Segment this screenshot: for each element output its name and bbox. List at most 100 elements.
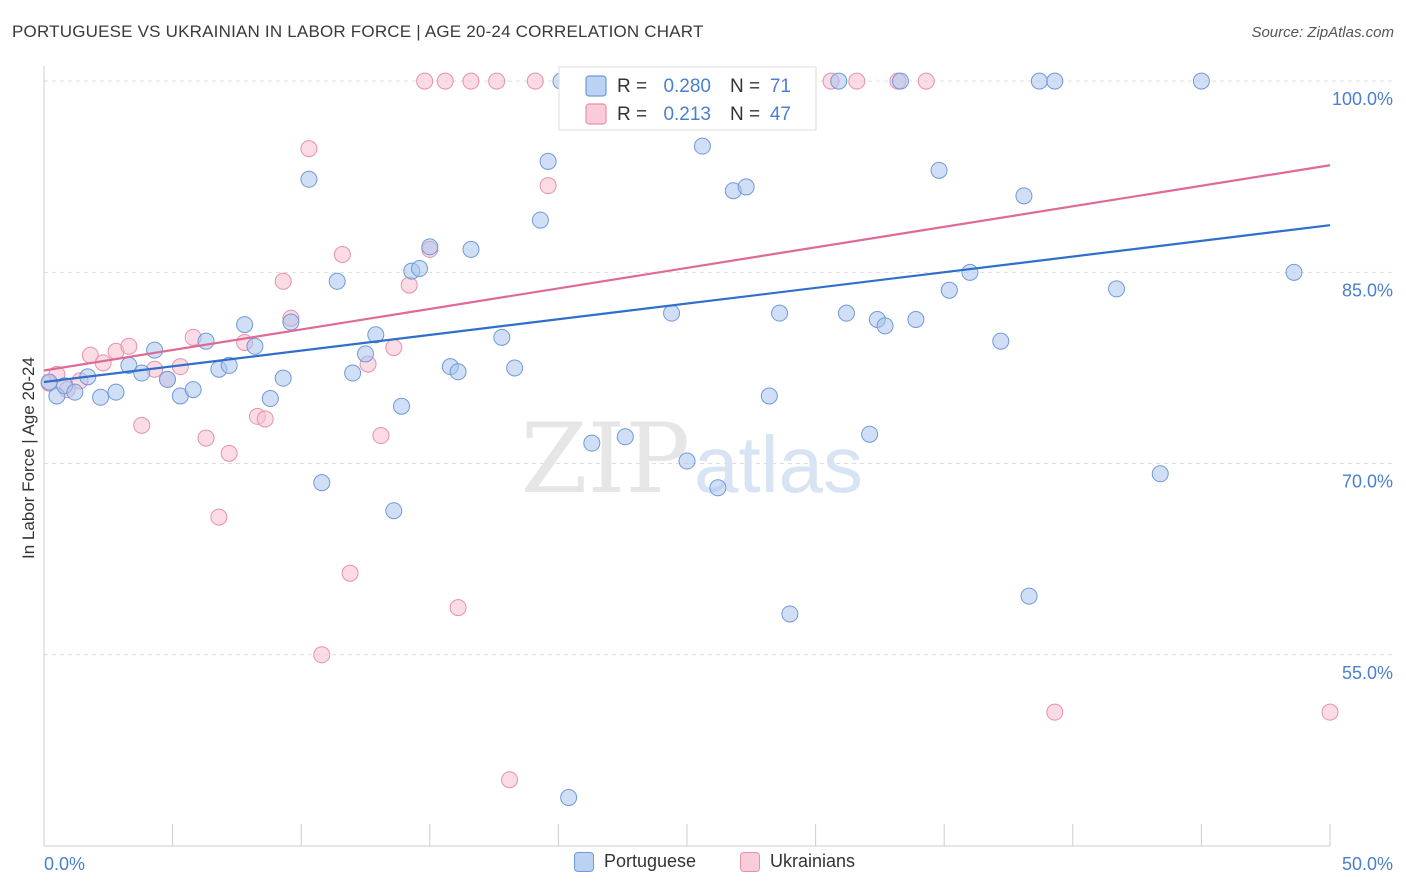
- portuguese-point-41: [583, 434, 601, 452]
- ukrainians-point-42: [848, 72, 866, 90]
- portuguese-point-68: [1151, 465, 1169, 483]
- correlation-legend: R = 0.280 N = 71 R = 0.213 N = 47: [558, 66, 817, 131]
- portuguese-point-27: [385, 502, 403, 520]
- portuguese-point-44: [678, 452, 696, 470]
- portuguese-point-15: [220, 356, 238, 374]
- ukrainians-point-13: [197, 429, 215, 447]
- portuguese-point-30: [411, 260, 429, 278]
- portuguese-point-62: [992, 332, 1010, 350]
- ukrainians-point-29: [416, 72, 434, 90]
- portuguese-point-18: [261, 390, 279, 408]
- legend-item-ukrainians[interactable]: Ukrainians: [740, 851, 855, 872]
- legend-label-portuguese: Portuguese: [604, 851, 697, 871]
- portuguese-point-26: [367, 326, 385, 344]
- ukrainians-point-31: [436, 72, 454, 90]
- legend-label-ukrainians: Ukrainians: [770, 851, 856, 871]
- ukrainians-swatch: [740, 851, 760, 872]
- legend-r-label-0: R =: [617, 76, 647, 97]
- ukrainians-point-15: [220, 444, 238, 462]
- portuguese-point-59: [930, 161, 948, 179]
- legend-swatch-1: [585, 103, 607, 125]
- portuguese-point-36: [506, 359, 524, 377]
- ukrainians-point-24: [341, 564, 359, 582]
- portuguese-point-22: [313, 474, 331, 492]
- y-tick-label-3: 55.0%: [1342, 663, 1393, 683]
- legend-n-value-1: 47: [770, 104, 791, 125]
- ukrainians-point-37: [539, 177, 557, 195]
- legend-n-label-0: N =: [730, 76, 760, 97]
- ukrainians-point-26: [372, 427, 390, 445]
- bottom-legend: Portuguese Ukrainians: [0, 851, 1406, 877]
- portuguese-point-3: [66, 383, 84, 401]
- legend-swatch-0: [585, 75, 607, 97]
- ukrainians-point-19: [274, 272, 292, 290]
- x-tick-label-0: 0.0%: [44, 854, 85, 874]
- portuguese-point-33: [449, 363, 467, 381]
- portuguese-point-28: [393, 397, 411, 415]
- ukrainians-point-44: [917, 72, 935, 90]
- portuguese-point-61: [961, 263, 979, 281]
- portuguese-point-51: [781, 605, 799, 623]
- portuguese-point-5: [92, 388, 110, 406]
- tick-labels: 100.0% 85.0% 70.0% 55.0% 0.0% 50.0%: [44, 89, 1393, 874]
- ukrainians-point-33: [462, 72, 480, 90]
- portuguese-point-56: [876, 317, 894, 335]
- portuguese-point-66: [1046, 72, 1064, 90]
- ukrainians-point-14: [210, 508, 228, 526]
- ukrainians-point-18: [256, 410, 274, 428]
- portuguese-point-65: [1030, 72, 1048, 90]
- legend-n-value-0: 71: [770, 76, 791, 97]
- portuguese-point-53: [837, 304, 855, 322]
- y-tick-label-0: 100.0%: [1332, 89, 1393, 109]
- legend-r-value-1: 0.213: [663, 104, 711, 125]
- portuguese-point-52: [830, 72, 848, 90]
- portuguese-point-21: [300, 170, 318, 188]
- portuguese-point-19: [274, 369, 292, 387]
- ukrainians-point-46: [1321, 703, 1339, 721]
- portuguese-point-60: [940, 281, 958, 299]
- portuguese-point-42: [616, 428, 634, 446]
- watermark-zip: ZIP: [521, 403, 690, 515]
- chart-title: PORTUGUESE VS UKRAINIAN IN LABOR FORCE |…: [12, 22, 704, 41]
- portuguese-point-64: [1020, 587, 1038, 605]
- ukrainians-point-34: [488, 72, 506, 90]
- portuguese-point-16: [236, 316, 254, 334]
- portuguese-point-23: [328, 272, 346, 290]
- y-axis-label: In Labor Force | Age 20-24: [19, 357, 38, 559]
- y-axis-label-group: In Labor Force | Age 20-24: [19, 357, 38, 559]
- portuguese-swatch: [574, 851, 594, 872]
- x-tick-label-1: 50.0%: [1342, 854, 1393, 874]
- portuguese-point-48: [737, 178, 755, 196]
- legend-item-portuguese[interactable]: Portuguese: [574, 851, 696, 872]
- legend-n-label-1: N =: [730, 104, 760, 125]
- axes: [43, 66, 1331, 847]
- portuguese-point-49: [760, 387, 778, 405]
- ukrainians-point-23: [333, 245, 351, 263]
- ukrainians-point-36: [526, 72, 544, 90]
- ukrainians-trend-line: [43, 164, 1331, 372]
- ukrainians-point-32: [449, 599, 467, 617]
- grid-lines: [44, 80, 1392, 656]
- portuguese-point-34: [462, 240, 480, 258]
- source-label: Source: ZipAtlas.com: [1251, 24, 1394, 41]
- portuguese-point-35: [493, 328, 511, 346]
- legend-r-value-0: 0.280: [663, 76, 711, 97]
- portuguese-point-20: [282, 313, 300, 331]
- portuguese-point-37: [531, 211, 549, 229]
- portuguese-point-25: [357, 345, 374, 363]
- legend-r-label-1: R =: [617, 104, 647, 125]
- y-tick-label-1: 85.0%: [1342, 280, 1393, 300]
- ukrainians-point-45: [1046, 703, 1064, 721]
- portuguese-point-58: [907, 311, 925, 329]
- portuguese-point-9: [146, 341, 164, 359]
- portuguese-point-63: [1015, 187, 1033, 205]
- portuguese-point-54: [861, 425, 879, 443]
- portuguese-point-13: [197, 332, 215, 350]
- portuguese-point-43: [663, 304, 681, 322]
- y-tick-label-2: 70.0%: [1342, 472, 1393, 492]
- portuguese-point-50: [771, 304, 789, 322]
- portuguese-point-10: [158, 370, 176, 388]
- portuguese-point-24: [344, 364, 362, 382]
- ukrainians-point-35: [501, 771, 519, 789]
- ukrainians-point-28: [400, 276, 418, 294]
